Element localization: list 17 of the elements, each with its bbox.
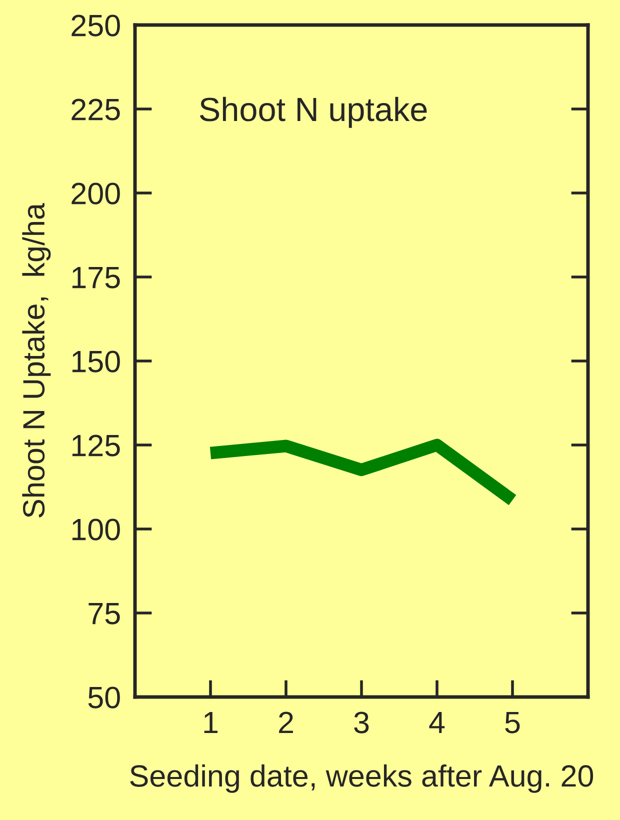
y-tick-label: 200: [72, 182, 120, 204]
y-tick-label: 150: [72, 350, 120, 372]
x-tick-label: 3: [354, 712, 369, 734]
x-tick-label: 2: [279, 712, 293, 734]
y-tick-label: 175: [72, 267, 120, 288]
y-tick-label: 100: [72, 518, 120, 540]
x-axis-title: Seeding date, weeks after Aug. 20: [130, 764, 594, 793]
x-tick-label: 1: [204, 712, 218, 734]
y-tick-label: 125: [72, 434, 120, 456]
text: Shoot N uptake: [200, 96, 427, 128]
x-tick-label: 4: [429, 712, 445, 734]
y-tick-label: 225: [72, 98, 120, 120]
y-tick-label: 250: [72, 14, 120, 36]
y-tick-label: 50: [88, 686, 120, 708]
y-axis-title: Shoot N Uptake, kg/ha: [22, 203, 51, 518]
x-tick-label: 5: [505, 712, 520, 734]
y-tick-label: 75: [88, 603, 120, 624]
